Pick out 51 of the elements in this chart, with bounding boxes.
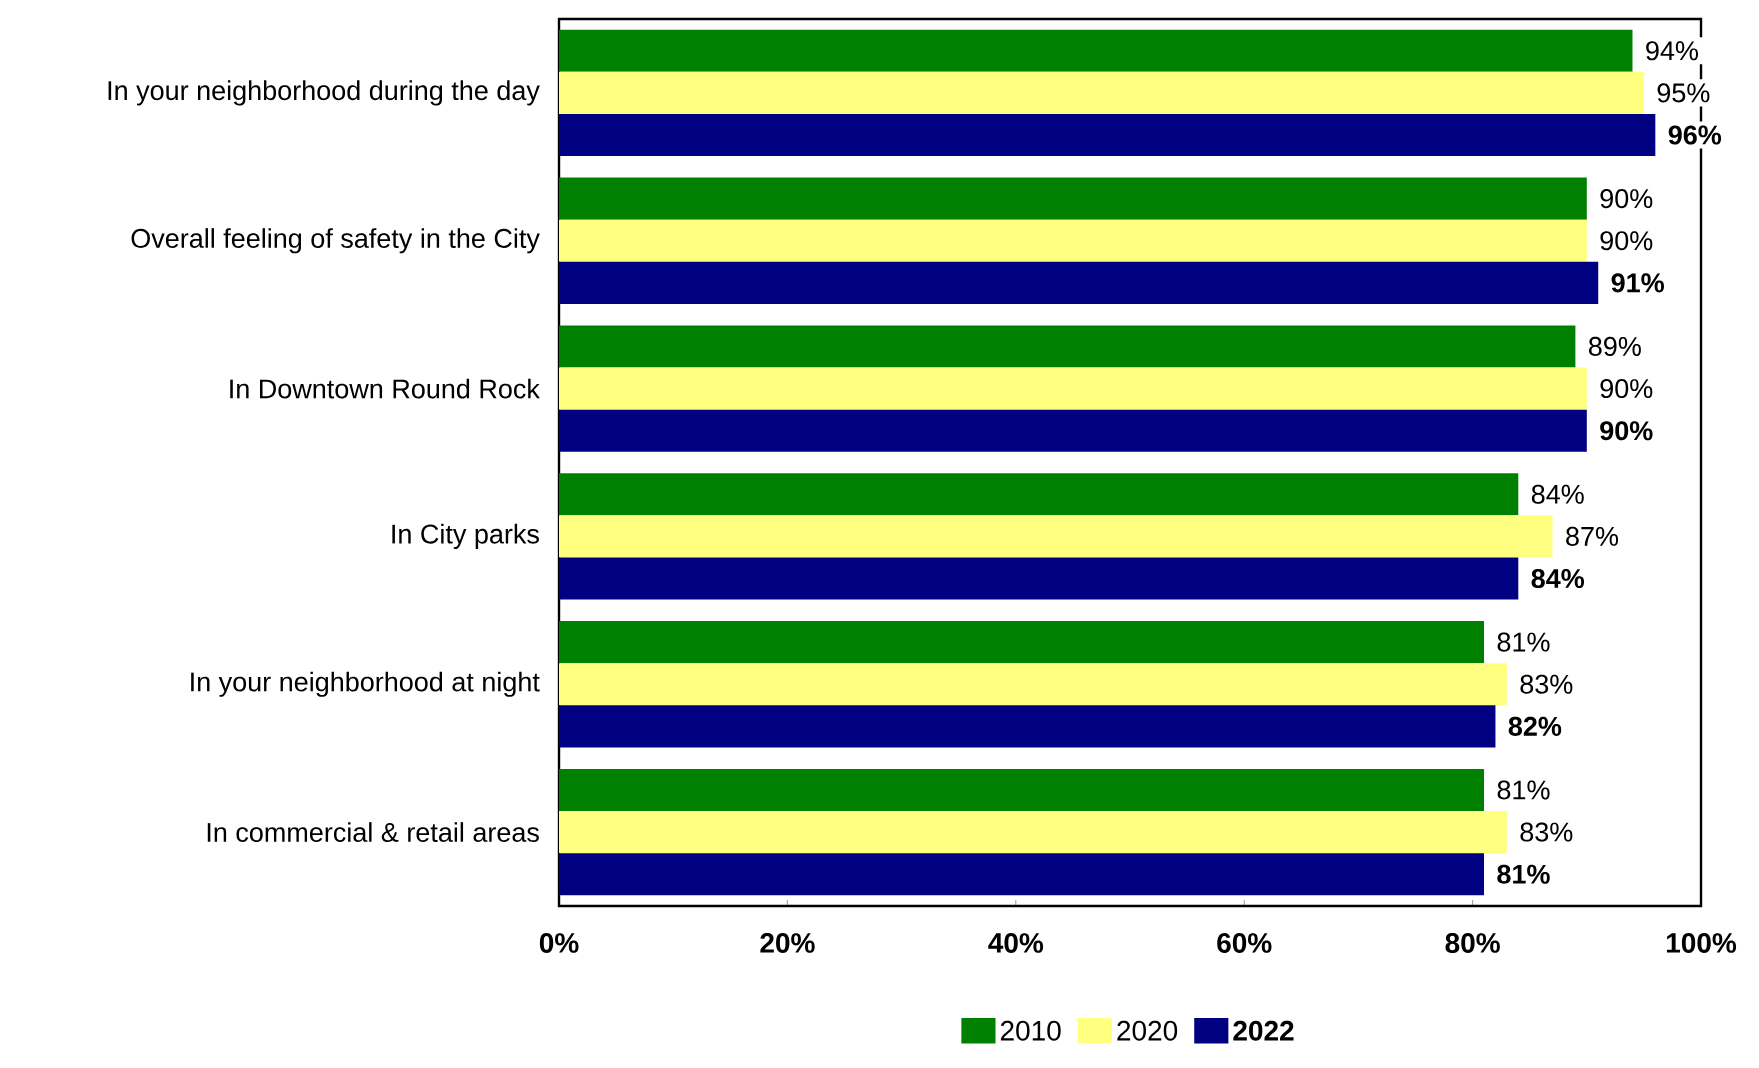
bar (559, 557, 1519, 600)
bar (559, 515, 1553, 558)
data-label: 90% (1600, 189, 1653, 209)
bar (559, 29, 1633, 72)
bar (559, 113, 1656, 157)
data-label: 84% (1531, 484, 1584, 504)
data-label: 90% (1600, 231, 1653, 251)
bar (559, 663, 1507, 706)
x-tick-label: 100% (1666, 933, 1737, 953)
legend-label: 2022 (1233, 1020, 1294, 1041)
bar (559, 367, 1587, 410)
x-tick-label: 80% (1445, 933, 1500, 953)
bar (559, 621, 1485, 664)
data-label: 90% (1600, 421, 1653, 441)
bar (559, 325, 1576, 368)
data-label: 91% (1611, 273, 1664, 293)
data-label: 82% (1508, 716, 1562, 736)
y-tick-label: In City parks (392, 523, 539, 550)
x-tick-label: 0% (539, 933, 579, 953)
legend-label: 2010 (1000, 1020, 1061, 1041)
bar (559, 219, 1587, 262)
legend-label: 2020 (1117, 1020, 1178, 1041)
x-tick-label: 40% (988, 933, 1044, 953)
data-label: 81% (1497, 632, 1550, 652)
bar (559, 71, 1644, 114)
x-tick-label: 60% (1217, 933, 1272, 953)
data-label: 81% (1497, 864, 1550, 884)
data-label: 83% (1520, 674, 1573, 694)
y-tick-label: In Downtown Round Rock (230, 378, 540, 399)
bar (559, 705, 1496, 748)
data-label: 96% (1668, 125, 1722, 145)
bar (559, 261, 1599, 304)
data-label: 89% (1588, 336, 1641, 356)
data-label: 95% (1657, 83, 1710, 103)
bar (559, 177, 1587, 220)
y-tick-label: In your neighborhood during the day (108, 80, 540, 106)
x-tick-label: 20% (760, 933, 815, 953)
y-tick-label: Overall feeling of safety in the City (131, 228, 540, 254)
bar (559, 473, 1519, 516)
y-tick-label: In commercial & retail areas (207, 822, 539, 842)
bar (559, 768, 1485, 812)
bar (559, 853, 1485, 896)
bar (559, 409, 1587, 452)
y-tick-label: In your neighborhood at night (191, 671, 540, 697)
data-label: 87% (1566, 526, 1619, 546)
data-label: 83% (1520, 822, 1573, 842)
data-label: 84% (1531, 568, 1585, 589)
data-label: 90% (1600, 379, 1653, 399)
data-label: 81% (1497, 780, 1550, 800)
bar (559, 811, 1507, 854)
data-label: 94% (1646, 41, 1698, 61)
